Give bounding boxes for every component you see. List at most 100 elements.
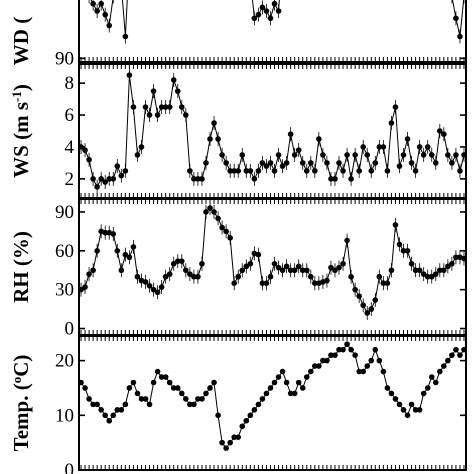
data-point bbox=[191, 401, 197, 408]
data-point bbox=[404, 136, 411, 142]
data-point bbox=[445, 152, 451, 158]
data-point bbox=[251, 15, 258, 22]
data-point bbox=[98, 0, 104, 7]
y-tick-label: 2 bbox=[65, 169, 75, 190]
data-point bbox=[94, 184, 100, 190]
data-point bbox=[416, 144, 423, 150]
data-point bbox=[380, 280, 387, 286]
data-point bbox=[227, 235, 233, 241]
y-tick-label: 180 bbox=[46, 0, 75, 4]
data-point bbox=[336, 346, 342, 353]
data-point bbox=[336, 160, 342, 166]
data-point bbox=[360, 368, 367, 375]
data-point bbox=[110, 231, 117, 237]
data-point bbox=[231, 280, 238, 286]
data-point bbox=[445, 357, 451, 364]
y-tick-label: 20 bbox=[55, 351, 74, 372]
data-point bbox=[360, 302, 367, 309]
data-point bbox=[449, 260, 455, 267]
data-point bbox=[263, 163, 270, 169]
data-point bbox=[328, 176, 334, 182]
data-point bbox=[203, 209, 209, 215]
data-point bbox=[275, 152, 282, 158]
data-point bbox=[449, 352, 455, 358]
data-point bbox=[295, 263, 302, 270]
data-point bbox=[348, 273, 354, 280]
data-point bbox=[255, 251, 262, 258]
data-point bbox=[215, 136, 221, 142]
data-point bbox=[90, 267, 96, 274]
data-point bbox=[328, 352, 334, 358]
data-point bbox=[287, 390, 294, 397]
data-point bbox=[259, 396, 266, 402]
data-point bbox=[86, 156, 92, 163]
y-tick-label: 0 bbox=[65, 319, 75, 340]
data-point bbox=[174, 88, 181, 94]
data-point bbox=[150, 379, 157, 386]
data-point bbox=[360, 144, 367, 150]
data-point bbox=[295, 379, 302, 386]
series-line bbox=[90, 0, 465, 37]
data-point bbox=[243, 417, 250, 424]
data-point bbox=[412, 407, 419, 413]
data-point bbox=[219, 224, 225, 231]
data-point bbox=[223, 160, 229, 166]
data-point bbox=[158, 104, 165, 110]
data-point bbox=[348, 176, 354, 182]
data-point bbox=[102, 11, 109, 18]
data-point bbox=[174, 385, 181, 391]
series-group bbox=[79, 68, 466, 194]
data-point bbox=[106, 176, 113, 182]
data-point bbox=[376, 273, 383, 280]
data-point bbox=[356, 368, 362, 375]
data-point bbox=[271, 0, 278, 7]
data-point bbox=[287, 267, 294, 274]
data-point bbox=[364, 310, 371, 316]
data-point bbox=[428, 374, 435, 380]
data-point bbox=[263, 390, 270, 397]
data-point bbox=[146, 282, 153, 289]
data-point bbox=[166, 271, 173, 277]
data-point bbox=[203, 390, 209, 397]
data-point bbox=[122, 251, 129, 258]
data-point bbox=[94, 248, 100, 254]
series-group bbox=[79, 341, 466, 451]
data-point bbox=[432, 379, 439, 386]
data-point bbox=[134, 152, 141, 158]
data-point bbox=[457, 352, 463, 358]
data-point bbox=[291, 267, 298, 274]
data-point bbox=[227, 168, 233, 174]
data-point bbox=[307, 368, 314, 375]
data-point bbox=[416, 267, 423, 274]
data-point bbox=[102, 179, 109, 185]
y-tick-label: 4 bbox=[65, 137, 75, 158]
data-point bbox=[215, 412, 221, 419]
data-point bbox=[223, 445, 229, 451]
data-point bbox=[170, 260, 177, 267]
data-point bbox=[356, 293, 362, 299]
data-point bbox=[90, 401, 96, 408]
data-point bbox=[138, 396, 145, 402]
data-point bbox=[191, 176, 197, 182]
data-point bbox=[356, 168, 362, 174]
data-point bbox=[211, 120, 217, 126]
data-point bbox=[449, 160, 455, 166]
data-point bbox=[279, 368, 286, 375]
data-point bbox=[187, 271, 193, 277]
data-point bbox=[162, 273, 169, 280]
data-point bbox=[86, 271, 92, 277]
data-point bbox=[436, 267, 443, 274]
data-point bbox=[199, 260, 205, 267]
data-point bbox=[312, 168, 318, 174]
y-axis-label-part: -1 bbox=[9, 91, 24, 102]
data-point bbox=[332, 176, 338, 182]
data-point bbox=[166, 379, 173, 386]
data-point bbox=[424, 385, 431, 391]
data-point bbox=[392, 396, 399, 402]
data-point bbox=[303, 267, 310, 274]
data-point bbox=[307, 273, 314, 280]
data-point bbox=[368, 168, 375, 174]
data-point bbox=[174, 258, 181, 264]
data-point bbox=[380, 144, 387, 150]
